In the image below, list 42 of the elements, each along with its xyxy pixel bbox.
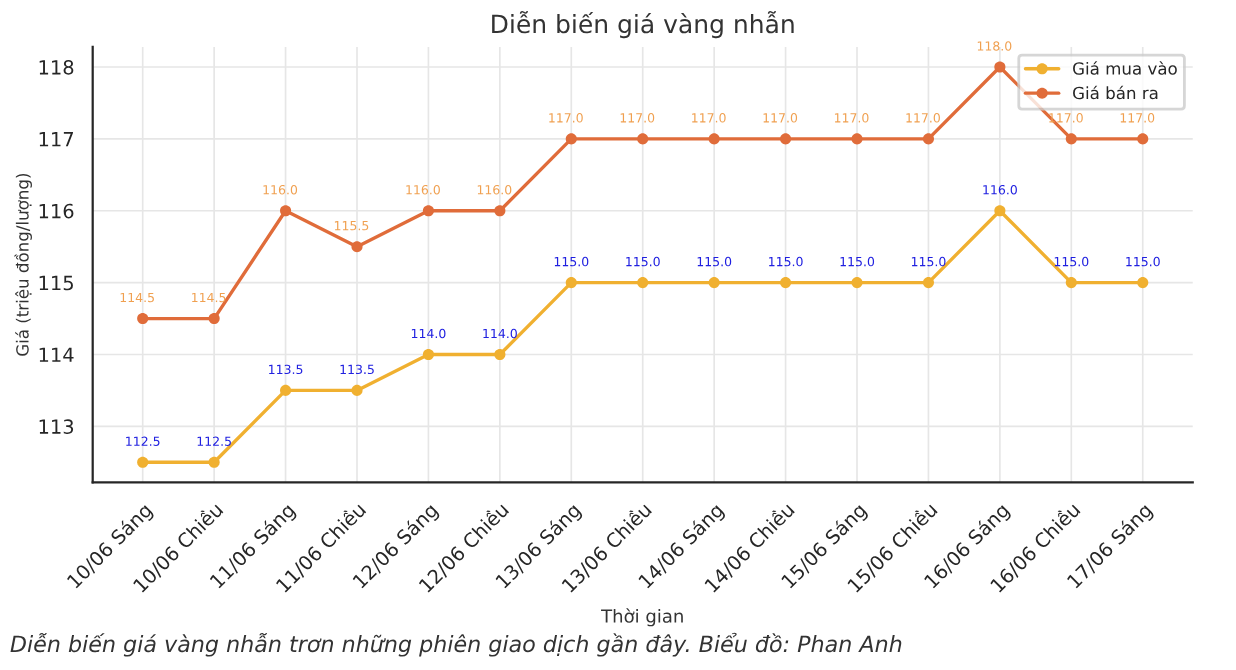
y-tick-label: 114: [39, 347, 74, 362]
point: [494, 348, 506, 361]
point: [637, 277, 649, 289]
point: [1065, 133, 1077, 145]
y-tick-label: 116: [39, 203, 74, 219]
point: [208, 312, 220, 325]
point: [637, 133, 649, 145]
point: [994, 205, 1006, 217]
y-tick-label: 118: [39, 59, 74, 75]
point: [422, 205, 434, 217]
point: [565, 277, 577, 289]
y-tick-label: 115: [39, 275, 73, 291]
point: [708, 277, 720, 289]
point: [137, 312, 149, 325]
legend-label: Giá mua vào: [1073, 61, 1177, 75]
point: [922, 277, 934, 289]
y-tick-label: 117: [39, 132, 73, 147]
y-axis-title: Giá (triệu đồng/lượng): [14, 173, 32, 356]
point: [1137, 277, 1149, 289]
legend-label: Giá bán ra: [1073, 85, 1158, 100]
point: [1137, 133, 1149, 145]
text: Diễn biến giá vàng nhẫn trơn những phiên giao dịch gần đây. Biểu đồ: Phan Anh: [10, 632, 902, 657]
point: [280, 205, 292, 217]
point: [851, 277, 863, 289]
point: [351, 384, 363, 396]
point: [137, 456, 149, 468]
chart-title: Diễn biến giá vàng nhẫn: [492, 11, 794, 39]
point: [351, 241, 363, 253]
y-tick-label: 113: [39, 419, 74, 435]
point: [780, 133, 792, 145]
point: [280, 384, 292, 396]
point: [780, 277, 792, 289]
point: [922, 133, 934, 145]
point: [422, 348, 434, 361]
point: [851, 133, 863, 145]
point: [565, 133, 577, 145]
point: [708, 133, 720, 145]
point: [994, 61, 1006, 73]
point: [494, 205, 506, 217]
point: [1065, 277, 1077, 289]
x-axis-title: Thời gian: [601, 608, 683, 627]
point: [208, 456, 220, 468]
